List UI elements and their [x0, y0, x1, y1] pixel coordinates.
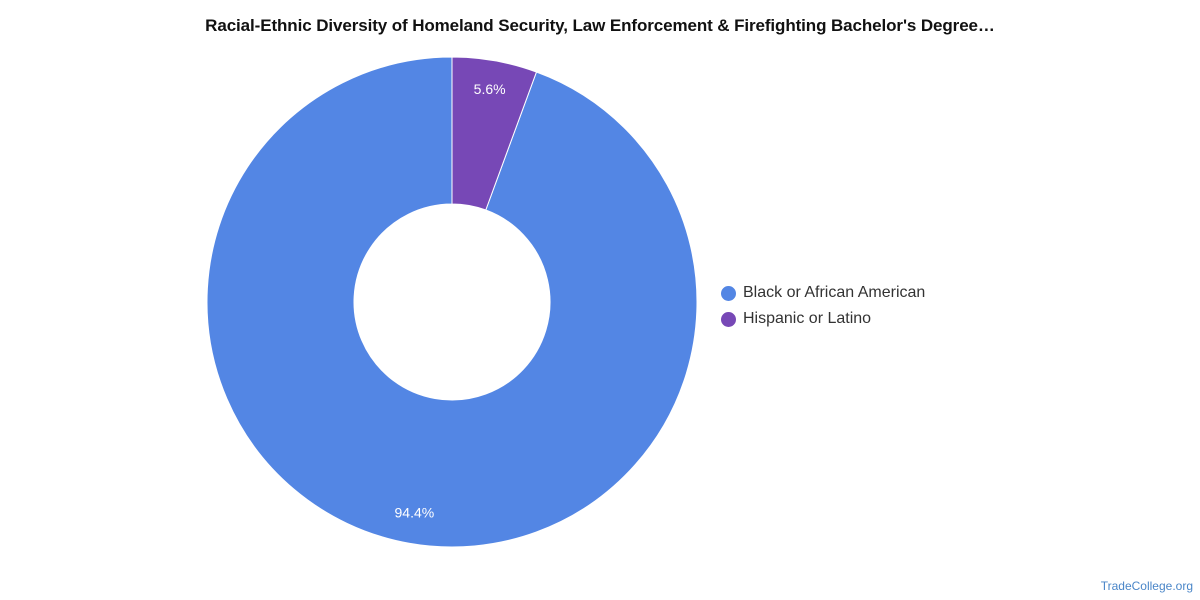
- legend-label-hispanic-or-latino: Hispanic or Latino: [743, 310, 872, 327]
- legend-swatch-black-or-african-american: [721, 285, 736, 301]
- donut-slice-hispanic-or-latino[interactable]: [451, 56, 538, 211]
- watermark-link[interactable]: TradeCollege.org: [1100, 579, 1193, 593]
- legend-item-black-or-african-american[interactable]: Black or African American: [721, 280, 925, 306]
- legend-label-black-or-african-american: Black or African American: [743, 284, 926, 301]
- chart-legend: Black or African American Hispanic or La…: [721, 280, 925, 332]
- data-label-hispanic-or-latino: 5.6%: [474, 81, 506, 97]
- donut-slice-black-or-african-american[interactable]: [206, 56, 698, 548]
- legend-item-hispanic-or-latino[interactable]: Hispanic or Latino: [721, 306, 925, 332]
- chart-title: Racial-Ethnic Diversity of Homeland Secu…: [205, 16, 995, 35]
- legend-swatch-hispanic-or-latino: [721, 311, 736, 327]
- data-label-black-or-african-american: 94.4%: [395, 504, 435, 520]
